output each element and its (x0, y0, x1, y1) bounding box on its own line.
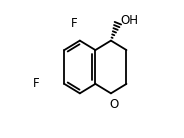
Text: OH: OH (120, 14, 138, 27)
Text: F: F (71, 17, 78, 30)
Text: O: O (110, 98, 119, 111)
Text: F: F (33, 77, 40, 90)
